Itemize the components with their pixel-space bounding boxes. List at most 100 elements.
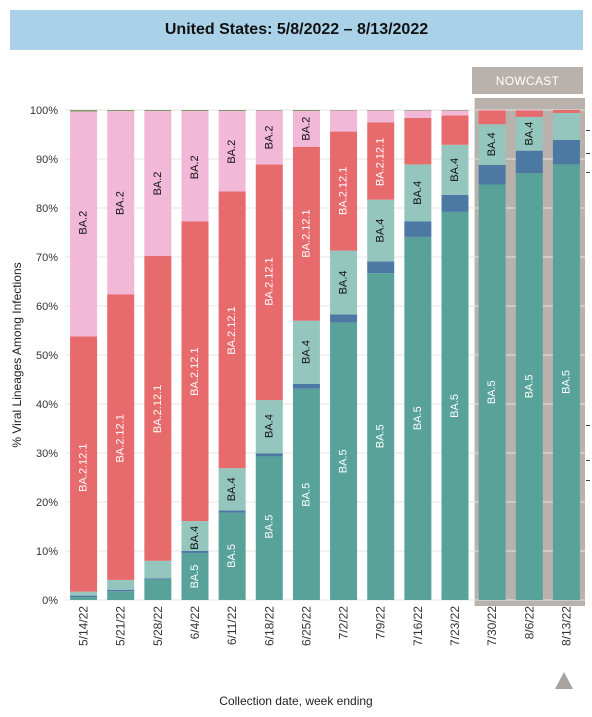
- bar-segment-BA-4-6[interactable]: [255, 453, 283, 457]
- bar-segment-BA-2-12-1[interactable]: [218, 191, 246, 469]
- bar-segment-BA-2-12-1[interactable]: [144, 256, 172, 561]
- bar-segment-BA-4-6[interactable]: [478, 164, 506, 185]
- bar-segment-BA-4[interactable]: [144, 560, 172, 579]
- bar-segment-BA-5[interactable]: [255, 456, 283, 600]
- bar-segment-BA-4[interactable]: [441, 144, 469, 195]
- x-tick-label: 6/25/22: [299, 606, 313, 646]
- scroll-to-top-icon[interactable]: [555, 672, 573, 689]
- bar-segment-BA-4[interactable]: [367, 199, 395, 262]
- bar-segment-Other[interactable]: [107, 110, 135, 111]
- bar-segment-BA-2[interactable]: [330, 110, 358, 132]
- bar-7/9/22[interactable]: [367, 110, 395, 600]
- bar-label: BA.2.12.1: [338, 167, 350, 215]
- bar-segment-Other[interactable]: [218, 110, 246, 111]
- bar-segment-BA-4[interactable]: [404, 164, 432, 222]
- bar-segment-BA-4-6[interactable]: [70, 595, 98, 598]
- bar-segment-BA-2-12-1[interactable]: [515, 110, 543, 117]
- bar-segment-BA-2[interactable]: [367, 110, 395, 123]
- bar-6/18/22[interactable]: [255, 110, 283, 600]
- bar-6/11/22[interactable]: [218, 110, 246, 600]
- bar-segment-BA-2-12-1[interactable]: [552, 110, 580, 113]
- bar-segment-BA-5[interactable]: [218, 512, 246, 600]
- bar-segment-BA-2-12-1[interactable]: [478, 110, 506, 125]
- bar-7/30/22[interactable]: [478, 110, 506, 601]
- bar-segment-BA-2[interactable]: [218, 110, 246, 192]
- bar-segment-BA-4-6[interactable]: [218, 510, 246, 513]
- bar-segment-BA-2-12-1[interactable]: [255, 164, 283, 401]
- bar-6/25/22[interactable]: [292, 110, 320, 600]
- bar-segment-BA-2[interactable]: [181, 110, 209, 222]
- clipped-legend-edge: [586, 125, 592, 505]
- bar-segment-BA-2[interactable]: [107, 110, 135, 295]
- bar-label: BA.2: [300, 117, 312, 141]
- bar-segment-BA-5[interactable]: [330, 322, 358, 600]
- bar-segment-BA-4-6[interactable]: [292, 383, 320, 389]
- bar-segment-BA-4[interactable]: [181, 521, 209, 551]
- bar-segment-BA-2[interactable]: [70, 111, 98, 337]
- bar-segment-Other[interactable]: [292, 110, 320, 111]
- bar-segment-Other[interactable]: [181, 110, 209, 111]
- bar-segment-BA-4[interactable]: [292, 320, 320, 384]
- bar-segment-BA-2[interactable]: [255, 110, 283, 165]
- bar-7/16/22[interactable]: [404, 110, 432, 600]
- bar-segment-BA-4-6[interactable]: [181, 551, 209, 553]
- bar-8/6/22[interactable]: [515, 110, 543, 600]
- bar-segment-Other[interactable]: [70, 110, 98, 112]
- y-tick-label: 50%: [36, 350, 58, 362]
- bar-segment-BA-5[interactable]: [292, 388, 320, 600]
- bar-segment-BA-4[interactable]: [330, 250, 358, 315]
- bar-segment-BA-5[interactable]: [181, 552, 209, 600]
- bar-segment-BA-2-12-1[interactable]: [330, 131, 358, 251]
- bar-segment-BA-2-12-1[interactable]: [292, 146, 320, 321]
- bar-segment-BA-4[interactable]: [70, 591, 98, 596]
- bar-segment-BA-5[interactable]: [144, 579, 172, 600]
- bar-segment-BA-5[interactable]: [515, 173, 543, 600]
- bar-8/13/22[interactable]: [552, 110, 580, 600]
- bar-segment-BA-4-6[interactable]: [515, 150, 543, 174]
- bar-segment-BA-5[interactable]: [70, 597, 98, 600]
- bar-label: BA.5: [300, 483, 312, 507]
- bar-segment-BA-4-6[interactable]: [107, 589, 135, 592]
- bar-segment-BA-5[interactable]: [552, 164, 580, 600]
- bar-5/21/22[interactable]: [107, 110, 135, 600]
- bar-segment-BA-2-12-1[interactable]: [107, 294, 135, 580]
- bar-segment-BA-2-12-1[interactable]: [367, 122, 395, 200]
- bar-segment-BA-4[interactable]: [255, 400, 283, 454]
- bar-5/28/22[interactable]: [144, 110, 172, 600]
- bar-segment-BA-4[interactable]: [515, 116, 543, 151]
- bar-segment-BA-5[interactable]: [478, 184, 506, 601]
- nowcast-badge[interactable]: NOWCAST: [472, 67, 583, 94]
- bar-segment-BA-4[interactable]: [218, 468, 246, 511]
- bar-7/23/22[interactable]: [441, 110, 469, 601]
- bars[interactable]: [70, 110, 580, 601]
- bar-segment-BA-2-12-1[interactable]: [181, 221, 209, 522]
- bar-7/2/22[interactable]: [330, 110, 358, 600]
- bar-segment-BA-4-6[interactable]: [367, 261, 395, 274]
- bar-segment-BA-4-6[interactable]: [441, 194, 469, 212]
- bar-segment-BA-2-12-1[interactable]: [404, 117, 432, 165]
- bar-segment-Other[interactable]: [144, 110, 172, 111]
- bar-segment-BA-2-12-1[interactable]: [70, 336, 98, 592]
- bar-segment-BA-5[interactable]: [404, 236, 432, 600]
- bar-segment-BA-5[interactable]: [367, 273, 395, 600]
- y-axis-label: % Viral Lineages Among Infections: [10, 262, 24, 447]
- bar-segment-BA-2-12-1[interactable]: [441, 115, 469, 145]
- bar-segment-BA-4-6[interactable]: [552, 139, 580, 165]
- bar-segment-BA-4[interactable]: [552, 112, 580, 140]
- bar-segment-BA-4-6[interactable]: [144, 578, 172, 580]
- bar-segment-BA-4[interactable]: [107, 579, 135, 590]
- bar-segment-BA-2[interactable]: [404, 110, 432, 118]
- bar-segment-BA-2[interactable]: [441, 110, 469, 116]
- bar-6/4/22[interactable]: [181, 110, 209, 600]
- bar-segment-BA-4[interactable]: [478, 124, 506, 165]
- bar-segment-BA-2[interactable]: [144, 110, 172, 257]
- bar-segment-BA-4-6[interactable]: [404, 221, 432, 237]
- x-tick-label: 7/9/22: [374, 606, 388, 640]
- bar-5/14/22[interactable]: [70, 110, 98, 600]
- bar-segment-BA-5[interactable]: [441, 211, 469, 601]
- bar-segment-BA-5[interactable]: [107, 591, 135, 600]
- bar-segment-BA-4-6[interactable]: [330, 314, 358, 323]
- x-tick-label: 7/2/22: [337, 606, 351, 640]
- bar-segment-BA-2[interactable]: [292, 110, 320, 147]
- bar-label: BA.5: [263, 515, 275, 539]
